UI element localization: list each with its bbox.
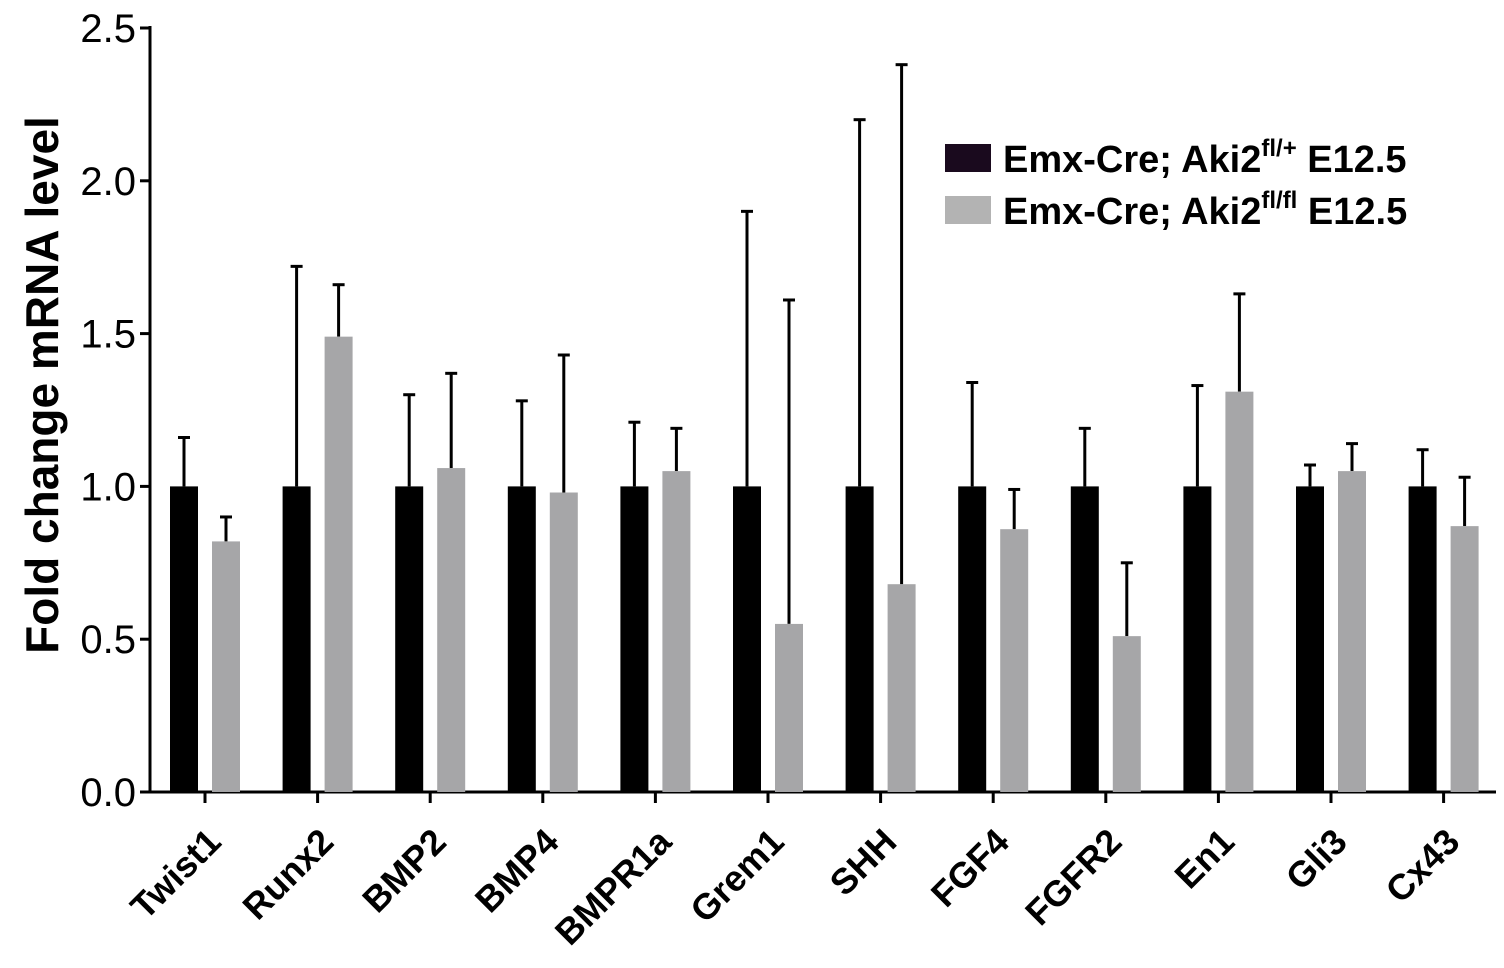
x-tick-label: BMP2	[354, 821, 454, 921]
legend-swatch	[945, 144, 991, 172]
legend-label: Emx-Cre; Aki2fl/+ E12.5	[1003, 135, 1407, 181]
y-tick-label: 0.0	[80, 771, 136, 815]
bar	[1408, 486, 1437, 792]
bar	[620, 486, 649, 792]
x-tick-label: BMPR1a	[547, 820, 680, 953]
bar	[395, 486, 424, 792]
legend-swatch	[945, 196, 991, 224]
y-tick-label: 2.5	[80, 7, 136, 51]
bar	[845, 486, 874, 792]
bar	[170, 486, 198, 792]
bar	[1296, 486, 1324, 792]
bar	[1450, 526, 1479, 792]
y-tick-label: 2.0	[80, 160, 136, 204]
bar	[662, 471, 691, 792]
bar	[1112, 636, 1141, 792]
axes: 0.0 0.5 1.0 1.5 2.0 2.5	[80, 7, 1496, 815]
y-tick-label: 1.0	[80, 465, 136, 509]
bar	[887, 584, 916, 792]
legend: Emx-Cre; Aki2fl/+ E12.5 Emx-Cre; Aki2fl/f…	[945, 135, 1407, 233]
x-tick-label: BMP4	[467, 821, 567, 921]
x-tick-label: Cx43	[1377, 821, 1467, 911]
y-axis-label: Fold change mRNA level	[16, 116, 68, 654]
x-tick-label: SHH	[822, 821, 905, 904]
bar	[1000, 529, 1029, 792]
y-tick-label: 1.5	[80, 313, 136, 357]
bar	[324, 336, 353, 792]
bar	[1225, 391, 1254, 792]
x-tick-label: FGFR2	[1017, 821, 1129, 933]
bar	[1183, 486, 1212, 792]
bar	[282, 486, 311, 792]
x-tick-label: Gli3	[1278, 821, 1355, 898]
bar	[775, 623, 803, 792]
x-tick-label: Runx2	[234, 821, 341, 928]
legend-label: Emx-Cre; Aki2fl/fl E12.5	[1003, 187, 1407, 233]
bar	[733, 486, 761, 792]
bars	[170, 63, 1479, 792]
bar	[437, 468, 466, 792]
x-tick-label: Twist1	[122, 821, 228, 927]
x-tick-label: En1	[1166, 821, 1242, 897]
bar	[1338, 471, 1366, 792]
x-tick-label: FGF4	[923, 821, 1017, 915]
bar	[1070, 486, 1099, 792]
y-tick-label: 0.5	[80, 618, 136, 662]
bar	[958, 486, 987, 792]
bar	[549, 492, 578, 792]
bar	[507, 486, 536, 792]
bar	[212, 541, 240, 792]
x-tick-label: Grem1	[682, 821, 792, 931]
